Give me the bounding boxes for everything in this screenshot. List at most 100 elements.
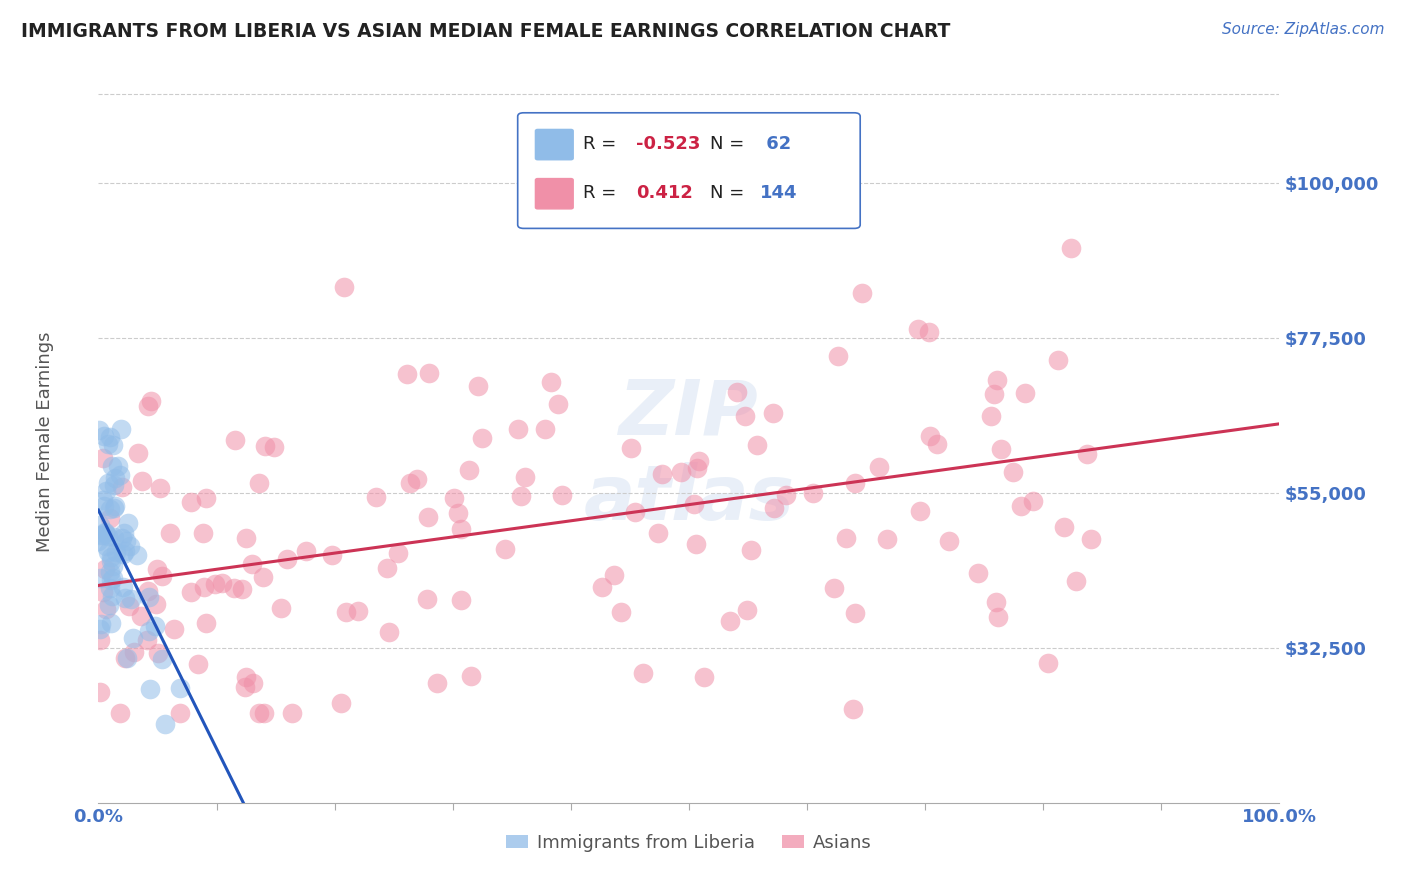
Legend: Immigrants from Liberia, Asians: Immigrants from Liberia, Asians: [499, 826, 879, 859]
Point: [426, 676, 449, 690]
Point: [1064, 574, 1087, 588]
Point: [89, 528, 111, 542]
Point: [624, 505, 647, 519]
Point: [725, 385, 748, 400]
Point: [122, 644, 145, 658]
Point: [620, 441, 643, 455]
Point: [242, 676, 264, 690]
Point: [1080, 532, 1102, 546]
Point: [127, 548, 149, 562]
Point: [97, 598, 120, 612]
Point: [827, 349, 849, 363]
Point: [90, 617, 112, 632]
Point: [513, 469, 536, 483]
Point: [169, 681, 191, 696]
Point: [180, 584, 202, 599]
Point: [254, 439, 277, 453]
Text: 144: 144: [759, 184, 797, 202]
Point: [938, 533, 960, 548]
Point: [98, 430, 121, 444]
Point: [108, 467, 131, 482]
FancyBboxPatch shape: [536, 129, 574, 160]
Point: [868, 460, 890, 475]
Point: [93, 562, 115, 576]
Point: [112, 526, 135, 541]
Point: [252, 570, 274, 584]
Point: [138, 624, 160, 639]
Point: [918, 429, 941, 443]
Point: [1038, 656, 1060, 670]
Point: [96, 483, 118, 498]
Point: [1010, 499, 1032, 513]
Point: [683, 497, 706, 511]
Point: [844, 476, 866, 491]
Point: [138, 682, 160, 697]
Point: [918, 325, 941, 339]
Point: [240, 557, 263, 571]
Point: [93, 429, 115, 443]
Point: [104, 499, 127, 513]
Point: [91, 450, 114, 465]
Point: [734, 409, 756, 424]
Point: [247, 475, 270, 490]
Point: [101, 589, 124, 603]
Point: [153, 717, 176, 731]
Point: [97, 476, 120, 491]
Point: [1001, 465, 1024, 479]
Point: [910, 503, 932, 517]
Point: [195, 491, 218, 505]
Point: [399, 475, 422, 490]
Point: [231, 582, 253, 596]
Point: [98, 581, 121, 595]
Point: [100, 573, 122, 587]
Point: [1059, 241, 1081, 255]
Point: [94, 525, 117, 540]
Point: [94, 539, 117, 553]
Point: [416, 509, 439, 524]
Point: [89, 685, 111, 699]
Point: [551, 487, 574, 501]
Text: N =: N =: [710, 135, 744, 153]
Point: [87, 424, 110, 438]
Point: [378, 625, 401, 640]
Point: [671, 465, 693, 479]
Point: [129, 609, 152, 624]
Point: [335, 605, 357, 619]
Point: [103, 501, 125, 516]
Point: [111, 531, 134, 545]
Point: [191, 525, 214, 540]
Point: [405, 471, 427, 485]
Point: [247, 706, 270, 721]
Point: [108, 706, 131, 721]
Point: [135, 632, 157, 647]
Point: [276, 552, 298, 566]
Point: [89, 571, 111, 585]
Point: [651, 467, 673, 481]
Point: [97, 437, 120, 451]
Point: [136, 584, 159, 599]
Point: [347, 604, 370, 618]
Point: [180, 495, 202, 509]
Point: [396, 368, 419, 382]
Point: [686, 460, 709, 475]
Text: 0.412: 0.412: [636, 184, 693, 202]
Point: [263, 440, 285, 454]
Point: [460, 668, 482, 682]
Point: [986, 372, 1008, 386]
Point: [148, 646, 170, 660]
Point: [842, 702, 865, 716]
Point: [235, 531, 257, 545]
Point: [458, 463, 481, 477]
Point: [450, 593, 472, 607]
Text: R =: R =: [582, 135, 616, 153]
Point: [163, 622, 186, 636]
Point: [101, 438, 124, 452]
Point: [235, 670, 257, 684]
Point: [294, 544, 316, 558]
Point: [540, 376, 562, 390]
Point: [111, 580, 134, 594]
Point: [270, 601, 292, 615]
Point: [364, 491, 387, 505]
Point: [111, 480, 134, 494]
Point: [127, 446, 149, 460]
